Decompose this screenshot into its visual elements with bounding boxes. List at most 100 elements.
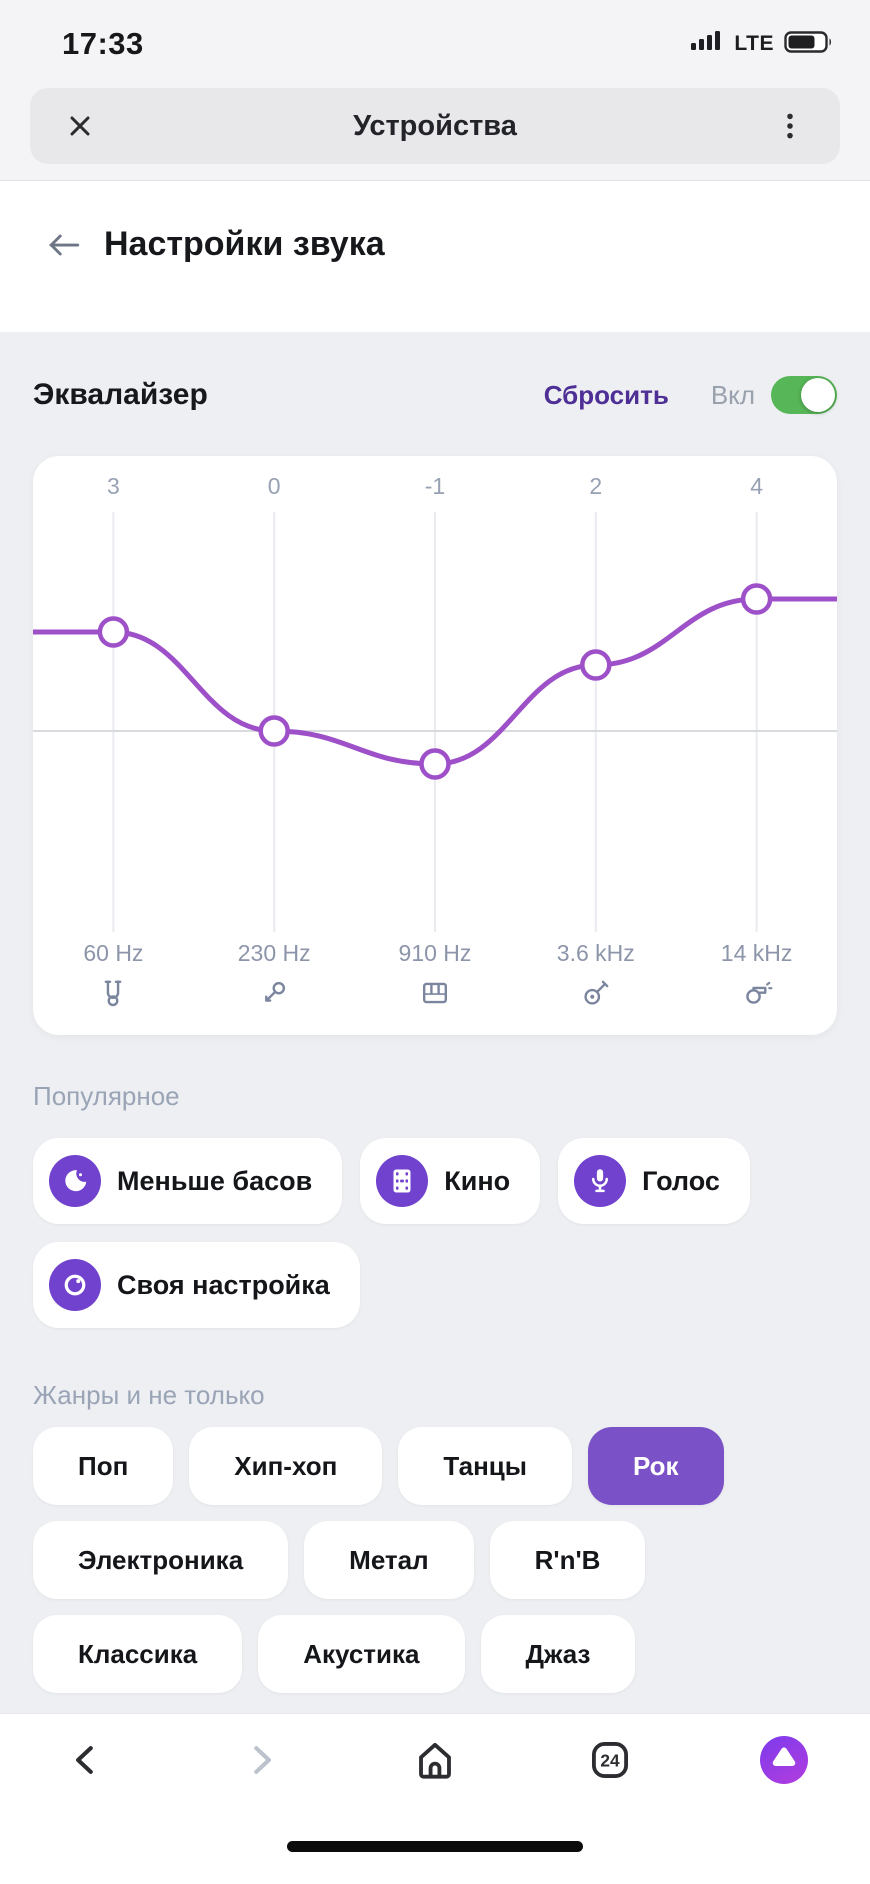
film-icon bbox=[387, 1166, 417, 1196]
band-frequency-label: 60 Hz bbox=[83, 940, 144, 966]
bottom-nav-row: 24 bbox=[0, 1714, 870, 1788]
preset-chip-custom[interactable]: Своя настройка bbox=[33, 1242, 360, 1328]
dial-icon bbox=[60, 1270, 90, 1300]
preset-label: Кино bbox=[444, 1165, 511, 1196]
genre-label: Классика bbox=[78, 1638, 198, 1669]
band-frequency-label: 230 Hz bbox=[237, 940, 311, 966]
preset-list: Меньше басов Кино Голос Своя настройка bbox=[33, 1138, 837, 1328]
genre-label: R'n'B bbox=[534, 1544, 601, 1575]
genre-chip-acoustic[interactable]: Акустика bbox=[258, 1615, 465, 1693]
home-indicator[interactable] bbox=[287, 1841, 583, 1852]
band-column: 230 Hz bbox=[194, 940, 355, 1009]
genre-label: Электроника bbox=[78, 1544, 244, 1575]
genre-chip-rnb[interactable]: R'n'B bbox=[489, 1521, 646, 1599]
eq-handle-910-hz[interactable] bbox=[419, 748, 451, 780]
bottom-nav: 24 bbox=[0, 1713, 870, 1884]
band-frequency-label: 14 kHz bbox=[720, 940, 793, 966]
content: Эквалайзер Сбросить Вкл 3 0 -1 2 4 60 Hz 230 … bbox=[0, 362, 870, 1693]
app-header: Устройства bbox=[30, 88, 840, 164]
whistle-icon bbox=[741, 977, 773, 1009]
preset-label: Голос bbox=[642, 1165, 720, 1196]
equalizer-power-toggle[interactable] bbox=[771, 376, 837, 414]
status-time: 17:33 bbox=[62, 26, 144, 61]
eq-handle-60-hz[interactable] bbox=[97, 616, 130, 648]
genre-label: Танцы bbox=[443, 1450, 527, 1481]
nav-alice-button[interactable] bbox=[756, 1732, 812, 1788]
genre-label: Метал bbox=[349, 1544, 429, 1575]
genre-label: Акустика bbox=[303, 1638, 420, 1669]
band-frequency-label: 3.6 kHz bbox=[556, 940, 635, 966]
eq-handle-230-hz[interactable] bbox=[258, 715, 290, 747]
genre-chip-rock[interactable]: Рок bbox=[587, 1427, 724, 1505]
genre-chip-electronic[interactable]: Электроника bbox=[33, 1521, 289, 1599]
power-toggle-label: Вкл bbox=[710, 379, 755, 410]
genre-chip-pop[interactable]: Поп bbox=[33, 1427, 174, 1505]
genre-label: Поп bbox=[78, 1450, 129, 1481]
band-column: 3.6 kHz bbox=[515, 940, 676, 1009]
preset-chip-less-bass[interactable]: Меньше басов bbox=[33, 1138, 343, 1224]
status-right-cluster: LTE bbox=[690, 30, 834, 59]
reset-button[interactable]: Сбросить bbox=[543, 379, 669, 410]
genre-chip-classical[interactable]: Классика bbox=[33, 1615, 243, 1693]
network-type-label: LTE bbox=[734, 32, 774, 55]
band-column: 910 Hz bbox=[355, 940, 516, 1009]
preset-icon-circle bbox=[49, 1259, 101, 1311]
gain-label: 2 bbox=[589, 473, 602, 499]
home-icon bbox=[419, 1742, 451, 1779]
genre-list: Поп Хип-хоп Танцы Рок Электроника Метал … bbox=[33, 1427, 837, 1693]
genre-chip-jazz[interactable]: Джаз bbox=[480, 1615, 636, 1693]
preset-chip-movies[interactable]: Кино bbox=[360, 1138, 541, 1224]
gain-label: 0 bbox=[268, 473, 281, 499]
genre-chip-dance[interactable]: Танцы bbox=[398, 1427, 572, 1505]
genres-heading: Жанры и не только bbox=[33, 1380, 265, 1410]
genre-chip-metal[interactable]: Метал bbox=[304, 1521, 474, 1599]
band-labels-row: 60 Hz 230 Hz 910 Hz 3.6 kHz 14 kHz bbox=[33, 936, 837, 1035]
equalizer-chart[interactable]: 3 0 -1 2 4 bbox=[33, 456, 837, 936]
mic-handheld-icon bbox=[258, 977, 290, 1009]
kebab-icon bbox=[787, 113, 793, 139]
signal-strength-icon bbox=[690, 30, 724, 59]
nav-tabs-button[interactable]: 24 bbox=[582, 1732, 638, 1788]
kebab-menu-button[interactable] bbox=[766, 102, 814, 150]
page-title: Настройки звука bbox=[104, 225, 385, 263]
gain-label: 4 bbox=[750, 473, 763, 499]
eq-handle-14-khz[interactable] bbox=[740, 583, 773, 615]
status-bar: 17:33 LTE bbox=[0, 0, 870, 88]
alice-assistant-icon bbox=[760, 1736, 808, 1784]
nav-back-button[interactable] bbox=[58, 1732, 114, 1788]
equalizer-header: Эквалайзер Сбросить Вкл bbox=[33, 362, 837, 428]
preset-label: Меньше басов bbox=[117, 1165, 313, 1196]
band-frequency-label: 910 Hz bbox=[398, 940, 472, 966]
band-column: 14 kHz bbox=[676, 940, 837, 1009]
nav-home-button[interactable] bbox=[407, 1732, 463, 1788]
gain-label: 3 bbox=[107, 473, 120, 499]
chevron-right-icon bbox=[253, 1746, 271, 1774]
preset-chip-voice[interactable]: Голос bbox=[558, 1138, 750, 1224]
nav-forward-button[interactable] bbox=[233, 1732, 289, 1788]
equalizer-card: 3 0 -1 2 4 60 Hz 230 Hz 910 Hz 3.6 kHz 14 kHz bbox=[33, 456, 837, 1035]
chevron-left-icon bbox=[76, 1746, 93, 1774]
back-arrow-icon bbox=[49, 234, 80, 255]
battery-icon bbox=[784, 30, 834, 59]
eq-handle-3-6-khz[interactable] bbox=[580, 649, 612, 681]
piano-icon bbox=[419, 977, 451, 1009]
gain-label: -1 bbox=[425, 473, 445, 499]
preset-label: Своя настройка bbox=[117, 1269, 330, 1300]
page-header: Настройки звука bbox=[0, 181, 870, 332]
tab-count-label: 24 bbox=[600, 1750, 620, 1770]
genre-label: Рок bbox=[632, 1450, 679, 1481]
genre-label: Хип-хоп bbox=[234, 1450, 338, 1481]
toggle-knob bbox=[801, 378, 835, 412]
close-button[interactable] bbox=[56, 102, 104, 150]
preset-icon-circle bbox=[574, 1155, 627, 1207]
back-button[interactable] bbox=[40, 221, 88, 269]
top-strip: 17:33 LTE bbox=[0, 0, 870, 181]
microphone-icon bbox=[585, 1166, 615, 1196]
band-column: 60 Hz bbox=[33, 940, 194, 1009]
tabs-icon: 24 bbox=[591, 1741, 628, 1779]
preset-icon-circle bbox=[49, 1155, 101, 1207]
genre-chip-hip-hop[interactable]: Хип-хоп bbox=[189, 1427, 383, 1505]
moon-icon bbox=[60, 1166, 90, 1196]
close-icon bbox=[70, 116, 90, 136]
